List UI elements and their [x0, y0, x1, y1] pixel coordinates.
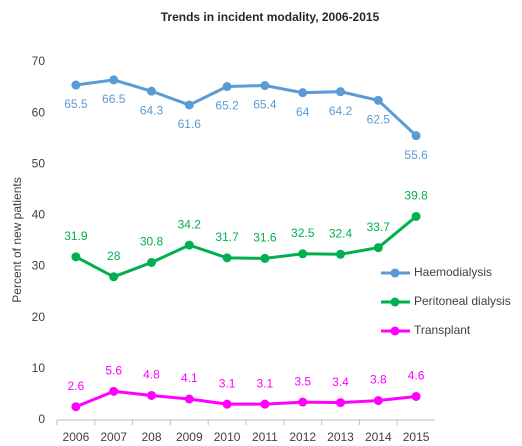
data-point — [336, 249, 345, 259]
data-label: 5.6 — [105, 364, 122, 378]
data-point — [147, 257, 156, 267]
data-label: 31.7 — [215, 230, 239, 244]
legend-marker — [390, 326, 400, 336]
series-line — [75, 78, 418, 137]
data-point — [411, 211, 421, 221]
data-label: 61.6 — [178, 117, 202, 131]
x-tick-label: 2015 — [403, 430, 430, 444]
data-point — [184, 240, 194, 250]
x-tick-label: 2007 — [100, 430, 127, 444]
data-label: 31.9 — [64, 229, 88, 243]
data-label: 64.2 — [329, 104, 353, 118]
data-point — [109, 386, 119, 396]
legend-label: Haemodialysis — [414, 265, 492, 279]
data-point — [71, 252, 81, 262]
data-point — [71, 80, 81, 90]
data-label: 3.8 — [370, 373, 387, 387]
data-label: 3.5 — [294, 374, 311, 388]
data-label: 3.4 — [332, 375, 349, 389]
data-point — [109, 75, 119, 85]
x-tick-label: 2013 — [327, 430, 354, 444]
y-tick-label: 0 — [38, 412, 45, 426]
data-label: 2.6 — [68, 379, 85, 393]
chart-title: Trends in incident modality, 2006-2015 — [161, 10, 380, 24]
data-point — [373, 95, 383, 105]
data-label: 3.1 — [257, 376, 274, 390]
data-label: 65.2 — [215, 99, 239, 113]
data-point — [336, 87, 345, 97]
data-point — [71, 402, 81, 412]
legend-marker — [390, 268, 400, 278]
x-tick-label: 2014 — [365, 430, 392, 444]
data-point — [260, 81, 270, 91]
data-point — [222, 399, 232, 409]
legend-label: Peritoneal dialysis — [414, 294, 511, 308]
y-tick-label: 60 — [32, 105, 46, 119]
x-tick-label: 2006 — [63, 430, 90, 444]
data-label: 28 — [107, 249, 121, 263]
data-point — [411, 131, 421, 141]
y-tick-label: 30 — [32, 259, 46, 273]
series-line — [75, 389, 417, 409]
data-label: 4.8 — [143, 368, 160, 382]
data-point — [109, 272, 119, 282]
data-label: 64.3 — [140, 103, 164, 117]
x-tick-label: 2011 — [252, 430, 278, 444]
data-label: 32.5 — [291, 226, 315, 240]
data-label: 66.5 — [102, 92, 126, 106]
data-point — [373, 396, 383, 406]
x-tick-label: 2012 — [289, 430, 316, 444]
data-label: 34.2 — [178, 217, 202, 231]
data-point — [298, 88, 308, 98]
data-label: 30.8 — [140, 235, 164, 249]
data-label: 4.6 — [408, 369, 425, 383]
data-label: 62.5 — [367, 113, 391, 127]
data-label: 39.8 — [404, 189, 428, 203]
y-tick-label: 20 — [32, 310, 46, 324]
x-tick-label: 208 — [141, 430, 161, 444]
x-tick-label: 2009 — [176, 430, 203, 444]
x-tick-label: 2010 — [214, 430, 241, 444]
data-point — [260, 399, 270, 409]
data-label: 65.4 — [253, 98, 277, 112]
data-label: 65.5 — [64, 97, 88, 111]
data-point — [298, 397, 308, 407]
y-axis-label: Percent of new patients — [10, 177, 24, 302]
data-point — [222, 82, 232, 92]
y-tick-label: 50 — [32, 156, 46, 170]
data-label: 3.1 — [219, 376, 236, 390]
data-label: 4.1 — [181, 371, 198, 385]
data-point — [147, 86, 156, 96]
data-label: 32.4 — [329, 226, 353, 240]
y-tick-label: 10 — [32, 361, 46, 375]
data-point — [260, 253, 270, 263]
data-point — [184, 394, 194, 404]
data-point — [184, 100, 194, 110]
data-point — [147, 390, 156, 400]
data-label: 55.6 — [404, 148, 428, 162]
data-label: 64 — [296, 105, 310, 119]
y-tick-label: 40 — [32, 208, 46, 222]
data-point — [373, 243, 383, 253]
legend-label: Transplant — [414, 323, 471, 337]
legend-marker — [390, 297, 400, 307]
data-point — [411, 391, 421, 401]
data-label: 33.7 — [367, 220, 391, 234]
data-point — [336, 398, 345, 408]
data-point — [298, 249, 308, 259]
y-tick-label: 70 — [32, 54, 46, 68]
data-label: 31.6 — [253, 231, 277, 245]
series-line — [75, 215, 418, 279]
data-point — [222, 253, 232, 263]
